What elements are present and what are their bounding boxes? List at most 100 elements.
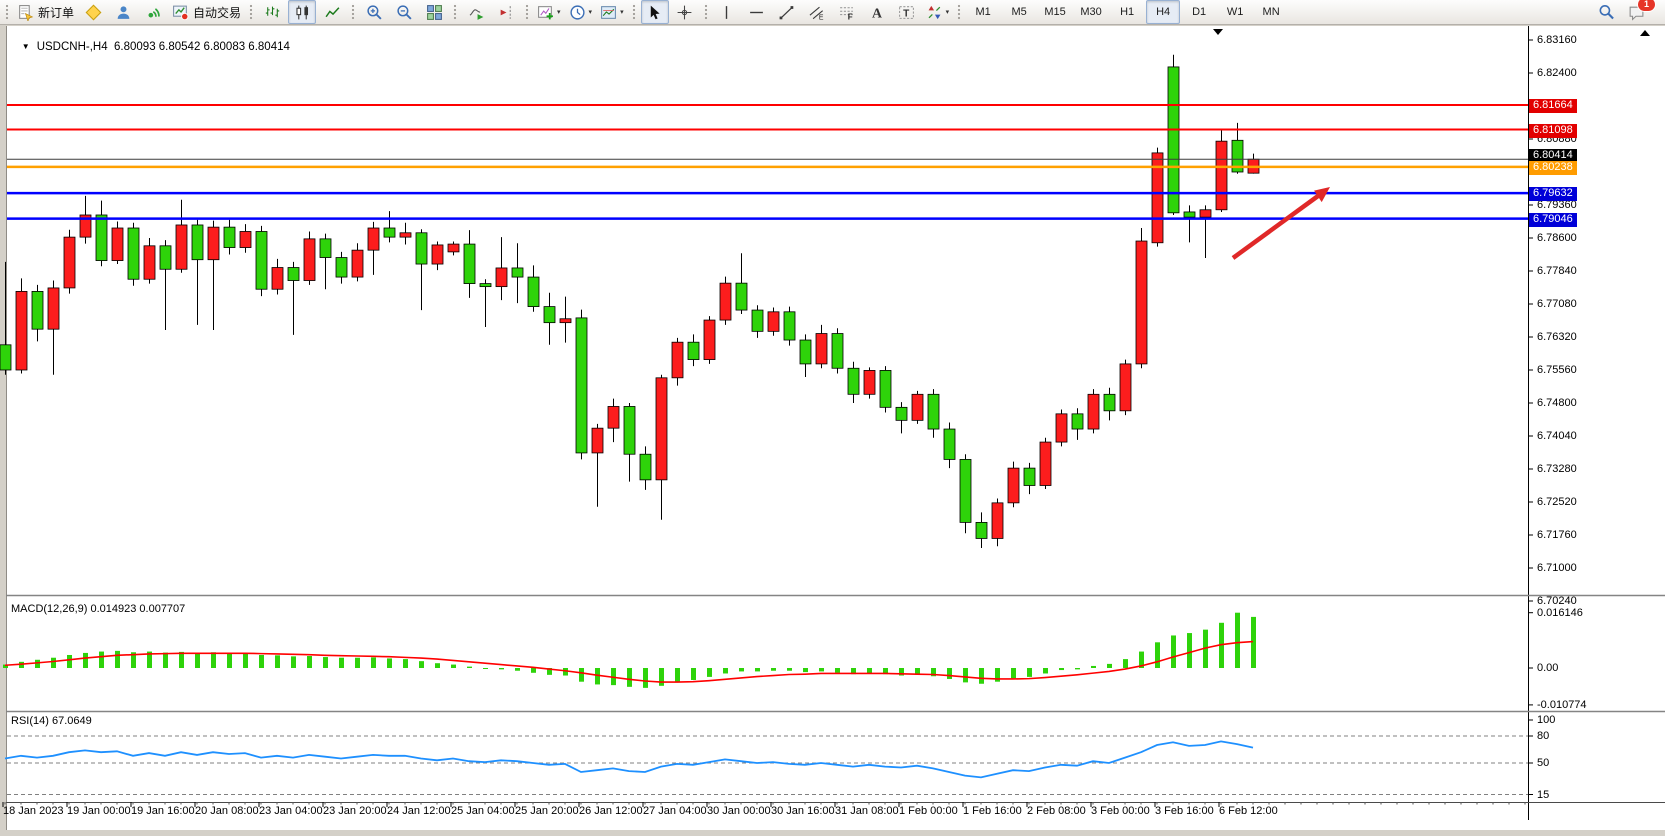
new-order-button[interactable]: 新订单 bbox=[14, 0, 77, 24]
timeframe-m5-button[interactable]: M5 bbox=[1011, 6, 1027, 18]
tile-windows-icon bbox=[426, 4, 442, 20]
chart-title: ▼ USDCNH-,H4 6.80093 6.80542 6.80083 6.80… bbox=[9, 29, 290, 65]
timeframe-w1-button[interactable]: W1 bbox=[1226, 6, 1244, 18]
cursor-button[interactable] bbox=[640, 0, 669, 24]
toolbar-grip[interactable] bbox=[702, 3, 708, 21]
price-badge-6.79046: 6.79046 bbox=[1529, 213, 1577, 227]
svg-text:T: T bbox=[903, 8, 910, 19]
price-axis-label: 6.78600 bbox=[1537, 231, 1577, 244]
timeframe-mn-button[interactable]: MN bbox=[1262, 6, 1280, 18]
line-chart-icon bbox=[325, 6, 339, 17]
timeframe-d1-button[interactable]: D1 bbox=[1192, 6, 1207, 18]
time-axis-label: 19 Jan 16:00 bbox=[131, 805, 195, 817]
auto-scroll-icon bbox=[469, 8, 483, 20]
price-axis-label: 6.73280 bbox=[1537, 462, 1577, 475]
time-axis-label: 3 Feb 00:00 bbox=[1091, 805, 1150, 817]
zoom-in-button[interactable] bbox=[360, 0, 388, 24]
bar-chart-button[interactable] bbox=[258, 0, 286, 24]
price-axis-label: 6.71760 bbox=[1537, 528, 1577, 541]
toolbar-grip[interactable] bbox=[956, 3, 962, 21]
text-button[interactable]: A bbox=[863, 0, 891, 24]
toolbar-grip[interactable] bbox=[630, 3, 636, 21]
time-axis-label: 2 Feb 08:00 bbox=[1027, 805, 1086, 817]
templates-button[interactable]: ▾ bbox=[597, 0, 627, 24]
new-order-button-label: 新订单 bbox=[38, 5, 75, 20]
periods-icon bbox=[569, 4, 585, 20]
notification-badge: 1 bbox=[1637, 0, 1656, 12]
dropdown-caret-icon[interactable]: ▾ bbox=[945, 9, 950, 16]
price-axis-label: 6.74040 bbox=[1537, 429, 1577, 442]
time-axis-label: 24 Jan 12:00 bbox=[387, 805, 451, 817]
channel-button[interactable]: E bbox=[803, 0, 831, 24]
vline-icon bbox=[725, 5, 728, 19]
rsi-axis-label: 80 bbox=[1537, 730, 1550, 742]
auto-scroll-button[interactable] bbox=[462, 0, 490, 24]
zoom-out-icon bbox=[396, 4, 412, 20]
time-axis-label: 1 Feb 16:00 bbox=[963, 805, 1022, 817]
new-order-icon bbox=[19, 4, 34, 21]
price-axis-label: 6.72520 bbox=[1537, 495, 1577, 508]
signals-icon bbox=[148, 7, 160, 17]
macd-axis-label: 0.00 bbox=[1537, 662, 1559, 674]
autotrading-button[interactable]: 自动交易 bbox=[169, 0, 244, 24]
toolbar-grip[interactable] bbox=[350, 3, 356, 21]
timeframe-h4-button[interactable]: H4 bbox=[1146, 0, 1181, 24]
trend-arrow-head bbox=[1314, 187, 1330, 203]
toolbar-grip[interactable] bbox=[452, 3, 458, 21]
candlestick-button[interactable] bbox=[288, 0, 317, 24]
hline-icon bbox=[750, 11, 763, 13]
chart-shift-button[interactable] bbox=[492, 0, 520, 24]
horizontal-line-button[interactable] bbox=[743, 0, 771, 24]
autotrading-icon bbox=[173, 5, 189, 20]
dropdown-caret-icon[interactable]: ▾ bbox=[620, 9, 624, 16]
zoom-out-button[interactable] bbox=[390, 0, 418, 24]
autotrading-button-label: 自动交易 bbox=[193, 5, 242, 20]
indicators-button[interactable]: ▾ bbox=[534, 0, 564, 24]
shapes-button[interactable]: ▾ bbox=[923, 0, 953, 24]
tile-windows-button[interactable] bbox=[420, 0, 448, 24]
toolbar-grip[interactable] bbox=[524, 3, 530, 21]
signals-button[interactable] bbox=[139, 0, 167, 24]
trendline-icon bbox=[779, 5, 794, 19]
timeframe-m15-button[interactable]: M15 bbox=[1044, 6, 1066, 18]
toolbar-grip[interactable] bbox=[248, 3, 254, 21]
search-button[interactable] bbox=[1592, 0, 1620, 24]
price-badge-6.79632: 6.79632 bbox=[1529, 187, 1577, 201]
fibonacci-button[interactable]: F bbox=[833, 0, 861, 24]
text-icon: A bbox=[872, 5, 882, 20]
time-axis-label: 3 Feb 16:00 bbox=[1155, 805, 1214, 817]
dropdown-caret-icon[interactable]: ▾ bbox=[588, 9, 593, 16]
templates-icon bbox=[601, 5, 616, 19]
rsi-axis-label: 15 bbox=[1537, 788, 1550, 801]
metaeditor-button[interactable] bbox=[79, 0, 107, 24]
chart-collapse-icon[interactable]: ▼ bbox=[21, 42, 30, 51]
trendline-button[interactable] bbox=[773, 0, 801, 24]
crosshair-button[interactable] bbox=[671, 0, 699, 24]
timeframe-h1-button[interactable]: H1 bbox=[1120, 6, 1135, 18]
price-axis-label: 6.77080 bbox=[1537, 297, 1577, 310]
rsi-indicator-label: RSI(14) 67.0649 bbox=[11, 715, 92, 727]
dropdown-caret-icon[interactable]: ▾ bbox=[557, 9, 561, 16]
price-axis-label: 6.71000 bbox=[1537, 561, 1577, 574]
crosshair-icon bbox=[677, 5, 692, 19]
time-axis-label: 27 Jan 04:00 bbox=[643, 805, 707, 817]
timeframe-m1-button[interactable]: M1 bbox=[975, 6, 991, 18]
channel-icon: E bbox=[809, 6, 824, 21]
price-badge-6.81098: 6.81098 bbox=[1529, 124, 1577, 138]
trend-arrow-annotation bbox=[1231, 194, 1320, 260]
periods-button[interactable]: ▾ bbox=[566, 0, 596, 24]
indicators-icon bbox=[538, 5, 553, 19]
line-chart-button[interactable] bbox=[318, 0, 346, 24]
notifications-button[interactable]: 1 bbox=[1622, 0, 1656, 24]
main-toolbar: 新订单 自动交易 ▾ ▾ ▾ E F A T ▾ M1 M5 M15 M30 H1 H4 D1 W1 MN 1 bbox=[0, 0, 1665, 25]
time-axis-label: 25 Jan 20:00 bbox=[515, 805, 579, 817]
label-button[interactable]: T bbox=[893, 0, 921, 24]
chart-shift-marker-icon bbox=[1213, 29, 1223, 35]
label-icon: T bbox=[899, 5, 915, 19]
vertical-line-button[interactable] bbox=[713, 0, 741, 24]
community-button[interactable] bbox=[109, 0, 137, 24]
timeframe-m30-button[interactable]: M30 bbox=[1080, 6, 1102, 18]
time-axis-label: 18 Jan 2023 bbox=[3, 805, 64, 817]
toolbar-grip[interactable] bbox=[4, 3, 9, 21]
